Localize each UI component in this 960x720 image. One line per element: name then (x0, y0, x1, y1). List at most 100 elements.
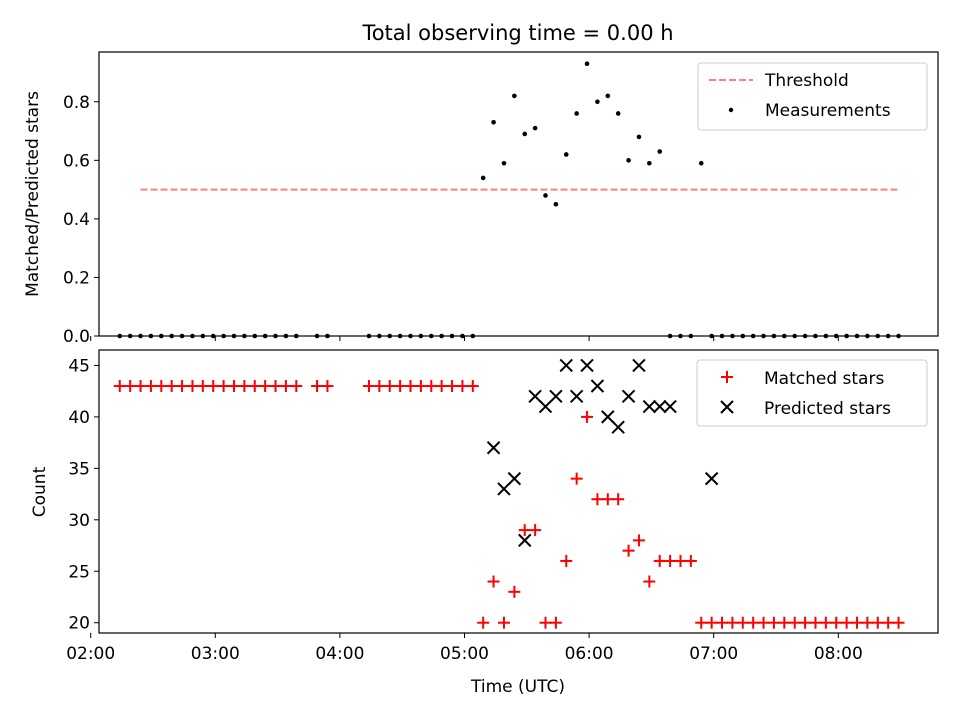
predicted-star-point (590, 379, 605, 393)
matched-star-point (851, 616, 864, 629)
predicted-star-point (663, 399, 677, 414)
predicted-star-point (486, 441, 501, 455)
matched-star-point (695, 616, 708, 629)
matched-star-point (497, 616, 510, 629)
matched-star-point (736, 616, 749, 629)
matched-star-point (477, 616, 490, 629)
matched-star-point (632, 534, 645, 547)
predicted-star-point (621, 389, 636, 404)
matched-star-point (684, 554, 697, 567)
count-plot-area: 20 25 30 35 40 45 02:00 03:00 04:00 05:00 06:00 07:… (66, 356, 905, 664)
predicted-star-point (569, 389, 584, 404)
matched-star-point (653, 554, 666, 567)
matched-star-point (830, 616, 843, 629)
matched-star-point (290, 380, 303, 393)
matched-star-point (373, 380, 386, 393)
legend-measurements-label: Measurements (765, 101, 891, 121)
matched-star-point (362, 380, 375, 393)
predicted-star-point (549, 389, 563, 404)
x-tick-label: 05:00 (440, 644, 489, 664)
matched-star-point (809, 616, 822, 629)
matched-star-point (799, 616, 812, 629)
matched-star-point (248, 380, 261, 393)
ratio-y-tick-label: 0.4 (63, 210, 90, 230)
count-y-tick-label: 25 (68, 562, 90, 582)
matched-star-point (726, 616, 739, 629)
ratio-legend-box (697, 62, 928, 131)
predicted-star-point (528, 389, 542, 404)
x-tick-label: 04:00 (315, 644, 364, 664)
predicted-star-point (507, 471, 522, 486)
matched-star-point (321, 380, 334, 393)
matched-star-point (186, 380, 199, 393)
matched-star-point (747, 616, 760, 629)
predicted-star-point (518, 533, 532, 548)
x-tick-label: 07:00 (689, 644, 738, 664)
matched-star-point (591, 493, 604, 506)
ratio-y-axis-label: Matched/Predicted stars (23, 91, 43, 297)
matched-star-point (529, 524, 542, 537)
x-axis-label: Time (UTC) (470, 677, 565, 697)
matched-star-point (767, 616, 780, 629)
matched-star-point (716, 616, 729, 629)
matched-star-point (414, 380, 427, 393)
predicted-star-point (497, 482, 511, 496)
matched-star-point (124, 380, 137, 393)
matched-star-point (487, 575, 500, 588)
predicted-star-point (653, 399, 667, 414)
matched-star-point (394, 380, 407, 393)
predicted-star-point (601, 410, 615, 424)
count-y-tick-label: 30 (68, 511, 90, 531)
predicted-star-point (642, 399, 657, 414)
matched-star-point (446, 380, 459, 393)
predicted-star-point (580, 358, 594, 373)
matched-star-point (518, 524, 531, 537)
measurements-legend-swatch (728, 107, 734, 113)
matched-star-point (674, 554, 687, 567)
matched-star-point (259, 380, 272, 393)
measurement-point (647, 160, 652, 166)
matched-star-point (508, 585, 521, 598)
matched-star-point (892, 616, 905, 629)
measurement-point (574, 111, 579, 116)
measurement-point (512, 93, 517, 99)
chart-title: Total observing time = 0.00 h (361, 21, 673, 45)
matched-star-point (134, 380, 147, 393)
matched-star-point (871, 616, 884, 629)
predicted-star-point (538, 399, 553, 414)
matched-star-point (165, 380, 178, 393)
matched-star-point (466, 380, 479, 393)
count-y-tick-label: 35 (68, 459, 90, 479)
ratio-y-tick-label: 0.8 (63, 93, 90, 113)
matched-star-point (238, 380, 251, 393)
matched-star-point (601, 493, 614, 506)
measurement-point (553, 201, 559, 207)
matched-star-point (840, 616, 853, 629)
measurement-point (563, 152, 569, 157)
matched-star-point (882, 616, 895, 629)
matched-star-point (311, 380, 324, 393)
matched-star-point (778, 616, 791, 629)
matched-star-point (861, 616, 874, 629)
ratio-legend: Threshold Measurements (697, 62, 928, 131)
ratio-axes-frame (98, 51, 939, 337)
matched-star-point (456, 380, 469, 393)
matched-star-point (581, 410, 594, 423)
predicted-star-point (559, 358, 573, 373)
matched-star-point (383, 380, 396, 393)
predicted-star-point (611, 420, 625, 434)
matched-star-point (435, 380, 448, 393)
measurement-point (595, 99, 600, 105)
matched-star-point (155, 380, 168, 393)
measurement-point (698, 160, 704, 166)
matched-star-point (570, 472, 583, 485)
x-tick-label: 02:00 (66, 644, 115, 664)
matched-star-point (757, 616, 770, 629)
measurement-point (480, 175, 486, 181)
matched-star-point (227, 380, 240, 393)
measurement-point (491, 119, 496, 125)
measurement-point (626, 158, 631, 163)
measurement-point (584, 61, 590, 67)
measurement-point (615, 111, 621, 116)
ratio-y-tick-label: 0.0 (63, 327, 90, 347)
